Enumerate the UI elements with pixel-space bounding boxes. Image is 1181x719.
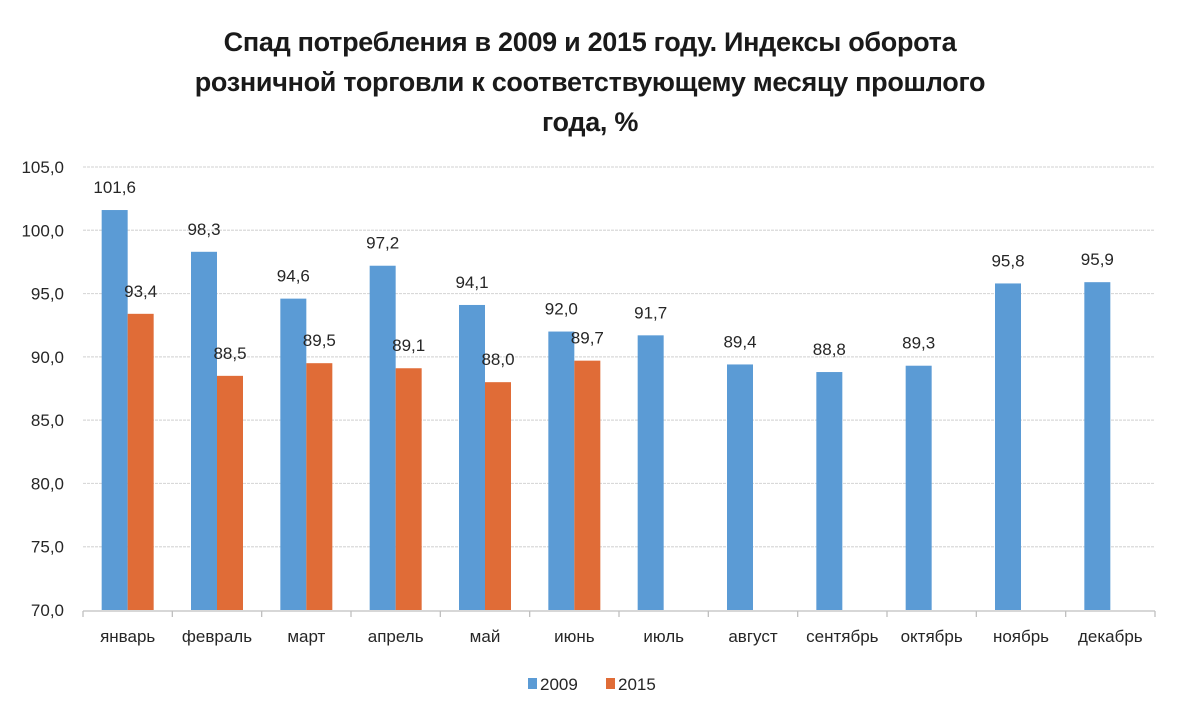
y-tick-label: 70,0	[31, 601, 64, 620]
chart-title-line-3: года, %	[541, 107, 639, 137]
x-tick-label: январь	[100, 627, 155, 646]
y-tick-label: 90,0	[31, 348, 64, 367]
x-tick-label: октябрь	[901, 627, 963, 646]
x-tick-label: февраль	[182, 627, 252, 646]
data-label-2009: 94,6	[277, 267, 310, 286]
data-label-2009: 95,8	[991, 251, 1024, 270]
data-label-2009: 94,1	[455, 273, 488, 292]
chart-title-line-2: розничной торговли к соответствующему ме…	[194, 67, 986, 97]
bar-2015	[127, 313, 154, 610]
bar-2009	[280, 298, 307, 610]
bar-2009	[727, 364, 753, 610]
x-tick-label: декабрь	[1078, 627, 1143, 646]
bar-2015	[395, 368, 422, 610]
legend: 2009 2015	[528, 675, 656, 694]
x-axis: январь февраль март апрель май июнь июль август…	[82, 610, 1156, 646]
legend-label: 2009	[540, 675, 578, 694]
data-label-2009: 97,2	[366, 234, 399, 253]
x-tick-label: апрель	[368, 627, 424, 646]
bar-2009	[1084, 282, 1111, 610]
x-tick-label: август	[728, 627, 777, 646]
data-label-2015: 88,0	[481, 350, 514, 369]
bar-2009	[995, 283, 1021, 610]
y-tick-label: 95,0	[31, 285, 64, 304]
y-axis: 70,0 75,0 80,0 85,0 90,0 95,0 100,0 105,0	[21, 158, 64, 620]
bar-2015	[574, 360, 601, 610]
x-tick-label: май	[470, 627, 501, 646]
bar-2015	[306, 363, 333, 610]
bar-2015	[485, 382, 511, 610]
data-label-2015: 88,5	[213, 344, 246, 363]
bar-2009	[369, 265, 396, 610]
y-tick-label: 80,0	[31, 474, 64, 493]
data-label-2009: 101,6	[93, 178, 136, 197]
bar-2009	[637, 335, 664, 610]
chart-title: Спад потребления в 2009 и 2015 году. Инд…	[90, 22, 1090, 142]
y-tick-label: 105,0	[21, 158, 64, 177]
bar-2015	[217, 375, 243, 610]
x-tick-label: июнь	[554, 627, 595, 646]
data-label-2009: 88,8	[813, 340, 846, 359]
x-tick-label: ноябрь	[993, 627, 1049, 646]
bar-2009	[548, 331, 575, 610]
y-tick-label: 85,0	[31, 411, 64, 430]
data-label-2009: 92,0	[545, 300, 578, 319]
legend-swatch-2015	[606, 678, 615, 689]
bar-2009	[459, 304, 485, 610]
data-label-2015: 89,5	[303, 331, 336, 350]
data-label-2009: 91,7	[634, 303, 667, 322]
bars	[101, 210, 1111, 610]
data-label-2009: 95,9	[1081, 250, 1114, 269]
legend-label: 2015	[618, 675, 656, 694]
bar-2009	[816, 372, 843, 610]
data-labels: 101,6 98,3 94,6 97,2 94,1 92,0 91,7 89,4 88,8 89,…	[93, 178, 1113, 369]
legend-swatch-2009	[528, 678, 537, 689]
gridlines	[83, 166, 1155, 548]
data-label-2009: 89,3	[902, 334, 935, 353]
chart-title-line-1: Спад потребления в 2009 и 2015 году. Инд…	[223, 27, 957, 57]
data-label-2015: 89,1	[392, 336, 425, 355]
x-tick-label: март	[287, 627, 325, 646]
x-tick-label: июль	[643, 627, 684, 646]
data-label-2009: 89,4	[723, 332, 756, 351]
x-tick-label: сентябрь	[806, 627, 879, 646]
y-tick-label: 100,0	[21, 221, 64, 240]
data-label-2009: 98,3	[187, 220, 220, 239]
data-label-2015: 93,4	[124, 282, 157, 301]
data-label-2015: 89,7	[571, 329, 604, 348]
bar-2009	[101, 210, 128, 610]
y-tick-label: 75,0	[31, 538, 64, 557]
bar-2009	[191, 251, 217, 610]
bar-2009	[905, 365, 932, 610]
